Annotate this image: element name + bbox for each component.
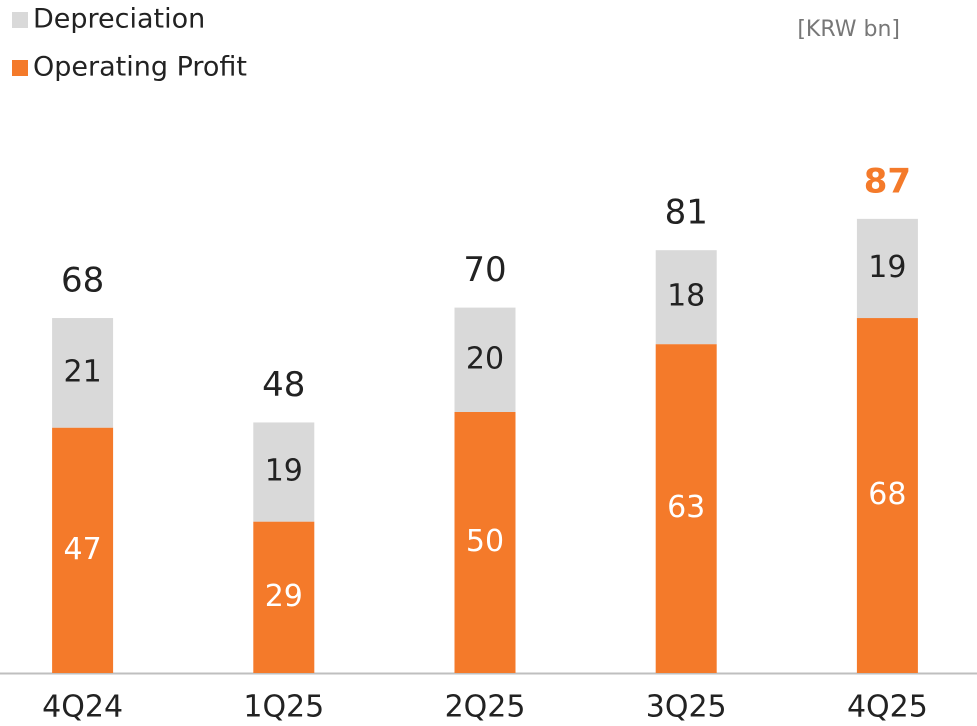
legend-swatch [12, 12, 28, 28]
value-label: 29 [265, 579, 303, 614]
value-label: 50 [466, 524, 504, 559]
unit-label: [KRW bn] [797, 17, 900, 42]
legend-label: Depreciation [33, 4, 205, 35]
bar-segment [655, 344, 717, 673]
total-label: 48 [262, 365, 305, 405]
value-label: 20 [466, 341, 504, 376]
value-label: 68 [868, 477, 906, 512]
bar-segment [454, 412, 516, 673]
value-label: 19 [265, 454, 303, 489]
total-label: 70 [463, 250, 506, 290]
legend-swatch [12, 60, 28, 76]
total-label: 87 [864, 161, 911, 201]
x-tick-label: 3Q25 [646, 690, 727, 725]
total-label: 81 [665, 193, 708, 233]
total-label: 68 [61, 261, 104, 301]
bar-segment [253, 521, 315, 673]
bar-segment [454, 307, 516, 412]
value-label: 19 [868, 250, 906, 285]
bar-segment [253, 422, 315, 522]
legend-label: Operating Profit [33, 52, 247, 83]
bar-segment [52, 427, 114, 673]
bar-segment [856, 218, 918, 319]
value-label: 63 [667, 490, 705, 525]
x-tick-label: 2Q25 [445, 690, 526, 725]
x-tick-label: 4Q25 [847, 690, 928, 725]
value-label: 47 [64, 532, 102, 567]
x-tick-label: 4Q24 [42, 690, 123, 725]
x-tick-label: 1Q25 [243, 690, 324, 725]
bar-segment [52, 318, 114, 428]
bar-segment [856, 318, 918, 673]
value-label: 21 [64, 354, 102, 389]
bar-segment [655, 250, 717, 345]
value-label: 18 [667, 279, 705, 314]
